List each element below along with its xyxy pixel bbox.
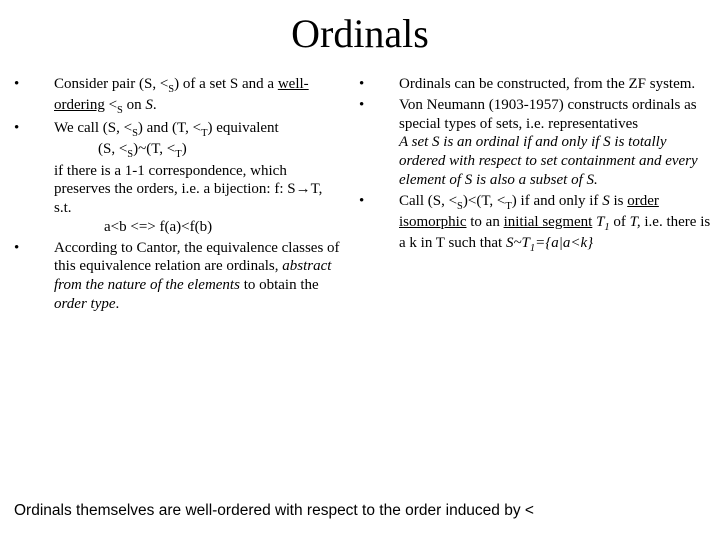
bullet-text: We call (S, <S) and (T, <T) equivalent (…	[54, 119, 343, 236]
bottom-note: Ordinals themselves are well-ordered wit…	[14, 502, 534, 520]
bullet-text: Consider pair (S, <S) of a set S and a w…	[54, 75, 343, 117]
columns: • Consider pair (S, <S) of a set S and a…	[8, 75, 712, 316]
indented-line: a<b <=> f(a)<f(b)	[54, 218, 343, 237]
bullet-left-3: • According to Cantor, the equivalence c…	[8, 239, 343, 314]
bullet-marker: •	[8, 239, 54, 258]
bullet-marker: •	[353, 96, 399, 115]
slide: Ordinals • Consider pair (S, <S) of a se…	[0, 0, 720, 540]
bullet-marker: •	[353, 192, 399, 211]
left-column: • Consider pair (S, <S) of a set S and a…	[8, 75, 343, 316]
bullet-text: Von Neumann (1903-1957) constructs ordin…	[399, 96, 712, 190]
bullet-text: Ordinals can be constructed, from the ZF…	[399, 75, 712, 94]
indented-line: (S, <S)~(T, <T)	[54, 140, 343, 161]
bullet-marker: •	[353, 75, 399, 94]
bullet-text: Call (S, <S)<(T, <T) if and only if S is…	[399, 192, 712, 255]
bullet-left-2: • We call (S, <S) and (T, <T) equivalent…	[8, 119, 343, 236]
bullet-right-2: • Von Neumann (1903-1957) constructs ord…	[353, 96, 712, 190]
bullet-right-3: • Call (S, <S)<(T, <T) if and only if S …	[353, 192, 712, 255]
bullet-left-1: • Consider pair (S, <S) of a set S and a…	[8, 75, 343, 117]
slide-title: Ordinals	[8, 10, 712, 57]
bullet-marker: •	[8, 75, 54, 94]
right-column: • Ordinals can be constructed, from the …	[353, 75, 712, 316]
bullet-right-1: • Ordinals can be constructed, from the …	[353, 75, 712, 94]
bullet-marker: •	[8, 119, 54, 138]
bullet-text: According to Cantor, the equivalence cla…	[54, 239, 343, 314]
